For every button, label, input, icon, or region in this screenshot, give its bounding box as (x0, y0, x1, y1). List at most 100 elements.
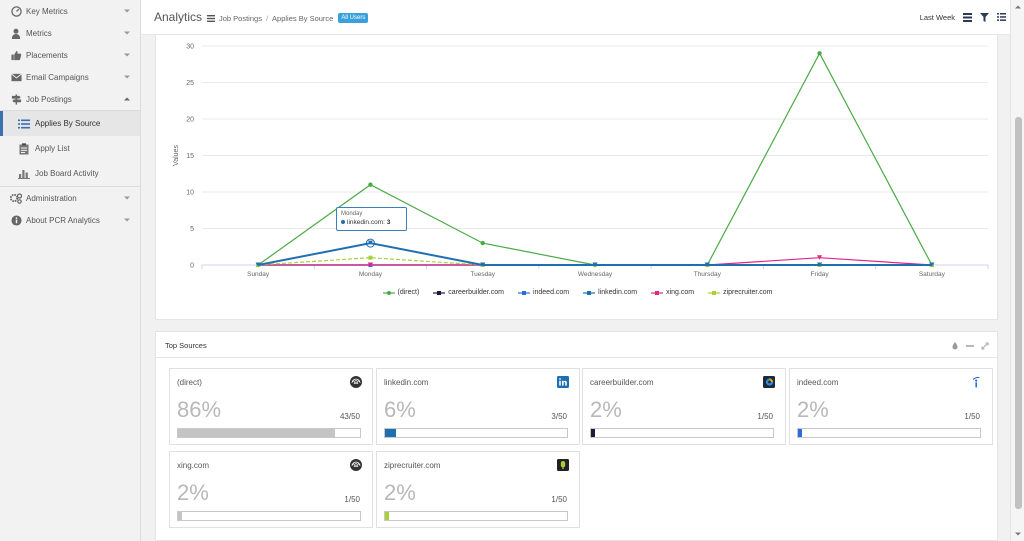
dashboard-icon (10, 5, 22, 17)
data-point[interactable] (255, 262, 261, 267)
data-point[interactable] (480, 240, 485, 246)
legend-item[interactable]: careerbuilder.com (433, 289, 504, 296)
users-filter-badge[interactable]: All Users (338, 13, 369, 23)
source-card[interactable]: linkedin.com 6% 3/50 (376, 368, 580, 445)
data-point[interactable] (480, 262, 486, 267)
date-range-selector[interactable]: Last Week (919, 12, 955, 22)
sidebar-subitem-label: Job Board Activity (35, 169, 99, 178)
data-point[interactable] (367, 240, 373, 245)
sidebar-item-metrics[interactable]: Metrics (0, 22, 140, 44)
x-tick-label: Saturday (919, 271, 946, 278)
source-name: careerbuilder.com (590, 378, 654, 387)
tooltip-series: linkedin.com (347, 219, 384, 226)
source-card[interactable]: careerbuilder.com 2% 1/50 (582, 368, 786, 445)
sidebar-item-label: Job Postings (26, 94, 72, 104)
clipboard-icon (18, 142, 30, 155)
sidebar-subitem-job-board-activity[interactable]: Job Board Activity (0, 161, 140, 186)
sidebar-item-label: About PCR Analytics (26, 215, 100, 225)
scroll-down-icon[interactable] (1014, 530, 1022, 538)
sidebar-item-email-campaigns[interactable]: Email Campaigns (0, 66, 140, 88)
source-card[interactable]: xing.com 2% 1/50 (169, 451, 373, 528)
source-progress-fill (591, 429, 595, 437)
filter-icon[interactable] (979, 12, 989, 22)
data-point[interactable] (704, 262, 710, 267)
source-card[interactable]: indeed.com 2% 1/50 (789, 368, 993, 445)
chevron-down-icon (124, 196, 130, 200)
sidebar-item-administration[interactable]: Administration (0, 187, 140, 209)
source-count: 1/50 (757, 412, 773, 421)
y-tick-label: 5 (190, 226, 194, 233)
chevron-down-icon (124, 9, 130, 13)
minimize-icon[interactable] (965, 341, 974, 350)
sidebar-item-job-postings[interactable]: Job Postings (0, 88, 140, 110)
page-scrollbar[interactable] (1010, 0, 1024, 541)
page-title: Analytics (154, 10, 203, 24)
header: Analytics Job Postings / Applies By Sour… (141, 0, 1010, 35)
data-point[interactable] (929, 262, 935, 267)
data-point[interactable] (367, 262, 373, 268)
legend-item[interactable]: xing.com (651, 289, 694, 296)
bar-chart-icon (18, 168, 30, 180)
sidebar-item-key-metrics[interactable]: Key Metrics (0, 0, 140, 22)
legend-symbol (433, 290, 446, 295)
source-count: 3/50 (551, 412, 567, 421)
x-tick-label: Monday (359, 271, 383, 278)
legend-item[interactable]: ziprecruiter.com (708, 289, 772, 296)
careerbuilder-icon (763, 376, 775, 388)
linkedin-icon (557, 376, 569, 388)
source-percentage: 2% (177, 480, 209, 505)
legend-item[interactable]: indeed.com (517, 289, 569, 296)
legend-symbol (583, 290, 596, 295)
data-point[interactable] (368, 182, 373, 187)
legend-label: ziprecruiter.com (723, 289, 773, 296)
list-view-icon[interactable] (996, 12, 1006, 22)
sidebar-item-placements[interactable]: Placements (0, 44, 140, 66)
legend-label: xing.com (666, 289, 695, 296)
expand-icon[interactable] (980, 341, 989, 350)
sidebar-subitem-apply-list[interactable]: Apply List (0, 136, 140, 161)
scroll-thumb[interactable] (1015, 117, 1022, 509)
data-point[interactable] (817, 51, 822, 56)
sidebar-item-label: Email Campaigns (26, 72, 89, 82)
info-icon (10, 214, 22, 226)
sidebar-subitem-applies-by-source[interactable]: Applies By Source (0, 111, 140, 136)
data-point[interactable] (817, 255, 823, 260)
breadcrumb: Job Postings / Applies By Source All Use… (207, 13, 369, 23)
sidebar-subitem-label: Apply List (35, 144, 70, 153)
y-tick-label: 25 (186, 80, 194, 87)
source-name: linkedin.com (384, 378, 429, 387)
divider (0, 186, 140, 187)
top-sources-header: Top Sources (156, 332, 997, 358)
source-progress-bar (384, 428, 568, 438)
sidebar: Key Metrics Metrics Placements Email Cam… (0, 0, 141, 541)
breadcrumb-job-postings[interactable]: Job Postings (219, 13, 262, 23)
source-card[interactable]: ziprecruiter.com 2% 1/50 (376, 451, 580, 528)
sidebar-item-label: Placements (26, 50, 68, 60)
y-axis-label: Values (173, 145, 180, 166)
source-percentage: 2% (797, 397, 829, 422)
y-tick-label: 30 (186, 44, 194, 51)
legend-item[interactable]: linkedin.com (583, 289, 637, 296)
chevron-down-icon (124, 218, 130, 222)
color-drop-icon[interactable] (950, 341, 959, 350)
tooltip-dot (341, 220, 345, 224)
source-card[interactable]: (direct) 86% 43/50 (169, 368, 373, 445)
source-name: indeed.com (797, 378, 839, 387)
ziprecruiter-icon (557, 459, 569, 471)
legend-item[interactable]: (direct) (382, 289, 419, 296)
fingerprint-icon (350, 459, 362, 471)
table-view-icon[interactable] (962, 12, 972, 22)
data-point[interactable] (592, 262, 598, 267)
source-progress-bar (177, 428, 361, 438)
scroll-up-icon[interactable] (1014, 3, 1022, 11)
sidebar-subitem-label: Applies By Source (35, 119, 101, 128)
data-point[interactable] (368, 255, 373, 260)
top-sources-panel: Top Sources (direct) 86% 43/50 linkedin.com… (155, 331, 998, 541)
tooltip-value: 3 (386, 219, 391, 226)
data-point[interactable] (817, 262, 823, 267)
applies-chart-panel: 0 5 10 15 20 25 30 Sunday Monday Tuesday Wednesday… (155, 35, 998, 320)
source-progress-fill (178, 429, 335, 437)
header-controls: Last Week (920, 12, 1006, 22)
sidebar-item-about-pcr-analytics[interactable]: About PCR Analytics (0, 209, 140, 231)
y-tick-label: 10 (186, 190, 194, 197)
